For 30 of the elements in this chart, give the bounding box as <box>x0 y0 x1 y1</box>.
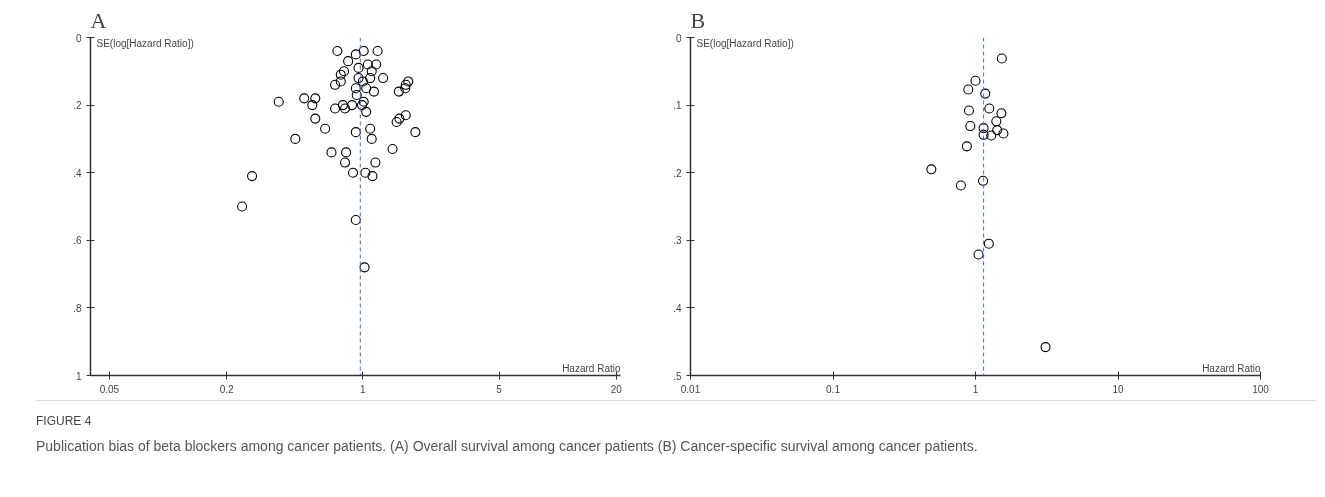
y-tick-label: 0 <box>75 32 82 44</box>
y-tick-label: .5 <box>673 370 682 382</box>
x-tick-label: 10 <box>1112 383 1124 395</box>
y-axis-title: SE(log[Hazard Ratio]) <box>696 37 794 49</box>
x-axis-title: Hazard Ratio <box>562 362 621 374</box>
x-tick-label: 5 <box>496 383 503 395</box>
x-tick-label: 0.2 <box>219 383 235 395</box>
y-axis-title: SE(log[Hazard Ratio]) <box>96 37 194 49</box>
text: Publication bias of beta blockers among cancer patients. (A) Overall survival among cancer patients (B) Cancer-specific survival among cancer patients. <box>36 437 978 457</box>
x-tick-label: 100 <box>1252 383 1270 395</box>
y-tick-label: .1 <box>673 100 682 112</box>
y-tick-label: .4 <box>73 167 82 179</box>
x-tick-label: 20 <box>610 383 623 395</box>
caption: FIGURE 4 <box>36 413 93 430</box>
y-tick-label: .2 <box>673 167 682 179</box>
y-tick-label: .3 <box>673 235 682 247</box>
chart-title: B <box>690 7 706 33</box>
x-tick-label: 0.05 <box>99 383 120 395</box>
y-tick-label: .4 <box>673 302 682 314</box>
x-tick-label: 1 <box>972 383 979 395</box>
x-tick-label: 0.01 <box>680 383 701 395</box>
y-tick-label: 1 <box>75 370 82 382</box>
y-tick-label: .6 <box>73 235 82 247</box>
x-axis-title: Hazard Ratio <box>1202 362 1261 374</box>
y-tick-label: 0 <box>675 32 682 44</box>
x-tick-label: 0.1 <box>826 383 841 395</box>
y-tick-label: .2 <box>73 100 82 112</box>
x-tick-label: 1 <box>360 383 367 395</box>
chart-title: A <box>90 7 107 33</box>
y-tick-label: .8 <box>73 302 82 314</box>
